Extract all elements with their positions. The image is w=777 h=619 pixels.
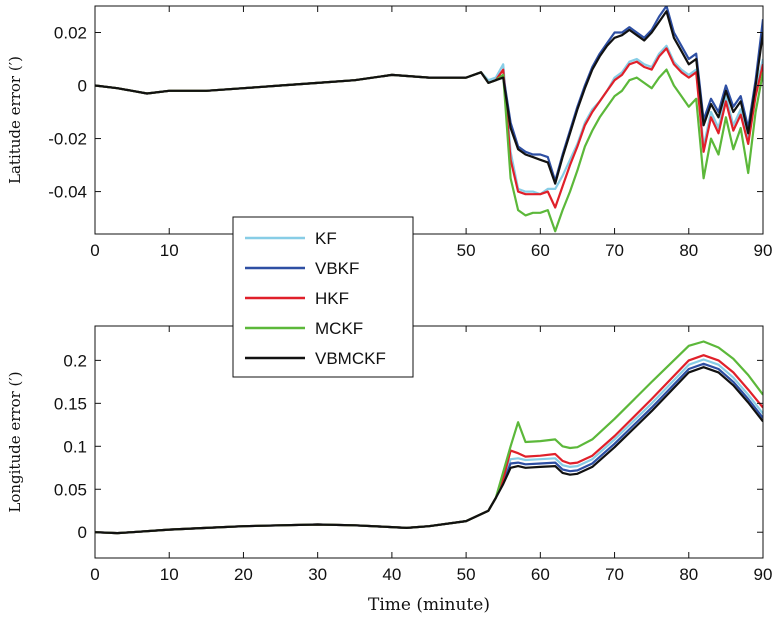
longitude-error-panel: 0 10 20 30 40 50 60 70 80 90 0 0.05 0.1 0.15 0.2 Longit…: [6, 325, 773, 615]
x-tick-label: 70: [605, 565, 624, 584]
y-tick-label: 0.15: [54, 394, 87, 413]
legend: KF VBKF HKF MCKF VBMCKF: [232, 216, 414, 378]
series-line-mckf-panel1: [95, 68, 763, 233]
x-tick-label: 60: [531, 565, 550, 584]
x-tick-label: 0: [90, 241, 99, 260]
x-tick-label: 40: [382, 565, 401, 584]
y-tick-label: -0.04: [48, 183, 87, 202]
series-line-kf-panel1: [95, 44, 763, 196]
x-tick-label: 50: [457, 241, 476, 260]
x-tick-label: 20: [234, 565, 253, 584]
x-tick-label: 80: [679, 241, 698, 260]
y-tick-label: 0.2: [63, 351, 87, 370]
series-line-kf-panel2: [95, 358, 763, 535]
x-axis-label: Time (minute): [368, 595, 490, 615]
y-tick-label: -0.02: [48, 130, 87, 149]
x-tick-label: 70: [605, 241, 624, 260]
y-tick-label: 0.05: [54, 480, 87, 499]
axes-frame-panel2: [94, 325, 764, 559]
axes-frame-panel1: [94, 5, 764, 235]
x-tick-label: 50: [457, 565, 476, 584]
x-tick-label: 10: [160, 565, 179, 584]
series-line-vbkf-panel1: [95, 6, 763, 183]
y-tick-label: 0: [78, 523, 87, 542]
x-tick-label: 30: [308, 565, 327, 584]
x-tick-label: 80: [679, 565, 698, 584]
x-tick-label: 60: [531, 241, 550, 260]
series-line-mckf-panel2: [95, 340, 763, 535]
x-tick-label: 90: [754, 241, 773, 260]
series-line-hkf-panel2: [95, 354, 763, 535]
x-tick-label: 0: [90, 565, 99, 584]
y-axis-label: Latitude error (′): [6, 56, 24, 184]
y-axis-label: Longitude error (′): [6, 371, 24, 512]
legend-label-mckf: MCKF: [315, 319, 363, 338]
series-line-vbkf-panel2: [95, 362, 763, 535]
legend-label-kf: KF: [315, 229, 337, 248]
legend-label-vbkf: VBKF: [315, 259, 359, 278]
y-tick-label: 0.02: [54, 24, 87, 43]
x-tick-label: 10: [160, 241, 179, 260]
y-tick-label: 0.1: [63, 437, 87, 456]
series-line-vbmckf-panel2: [95, 366, 763, 535]
y-tick-label: 0: [78, 77, 87, 96]
legend-label-vbmckf: VBMCKF: [315, 349, 386, 368]
series-line-vbmckf-panel1: [95, 10, 763, 185]
x-tick-label: 90: [754, 565, 773, 584]
legend-label-hkf: HKF: [315, 289, 349, 308]
